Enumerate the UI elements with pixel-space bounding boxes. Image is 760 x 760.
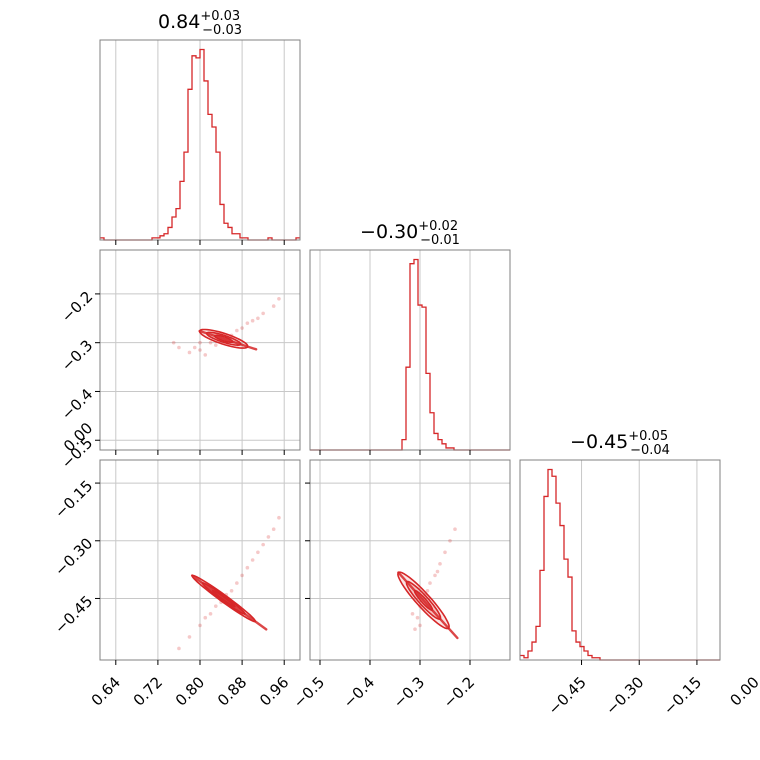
title-value: −0.30 (360, 221, 418, 243)
title-value: −0.45 (570, 431, 628, 453)
scatter-point (245, 565, 250, 570)
panel-frame (309, 459, 511, 661)
panel-p00: 0.84+0.03 −0.03 (99, 9, 301, 245)
scatter-point (425, 588, 430, 593)
scatter-point (261, 542, 265, 547)
title-minus-error: −0.03 (202, 23, 242, 38)
scatter-point (203, 353, 208, 357)
scatter-point (271, 527, 276, 532)
panel-frame (519, 459, 721, 661)
y-tick-label: −0.4 (58, 385, 96, 423)
scatter-point (192, 345, 197, 350)
panel-p11: −0.30+0.02 −0.01 (309, 219, 511, 455)
histogram-step (520, 468, 720, 661)
scatter-point (435, 569, 440, 574)
scatter-point (213, 604, 218, 608)
title-minus-error: −0.04 (630, 443, 670, 458)
title-plus-error: +0.03 (200, 9, 240, 24)
panel-title: −0.45+0.05 −0.04 (570, 429, 670, 458)
scatter-point (261, 311, 265, 316)
x-tick-label: −0.15 (660, 673, 705, 718)
scatter-point (235, 328, 239, 333)
scatter-point (213, 343, 218, 347)
x-tick-label: 0.96 (256, 673, 292, 709)
scatter-point (187, 350, 192, 355)
panel-p21: −0.5 −0.4 −0.3 −0.2 (290, 459, 511, 712)
scatter-point (433, 573, 437, 578)
y-tick-label: −0.45 (51, 592, 96, 637)
scatter-point (256, 550, 260, 555)
scatter-point (229, 588, 234, 593)
scatter-point (271, 304, 276, 308)
scatter-point (250, 558, 255, 562)
scatter-point (415, 615, 420, 620)
scatter-point (428, 581, 432, 585)
y-tick-label: −0.30 (51, 534, 96, 579)
scatter-point (187, 635, 192, 639)
scatter-point (245, 321, 250, 325)
scatter-point (256, 316, 260, 321)
panel-p22: −0.45+0.05 −0.04−0.45 −0.30 −0.15 0.00 (519, 429, 760, 718)
histogram-step (310, 258, 510, 451)
scatter-point (198, 348, 202, 352)
panel-frame (309, 249, 511, 451)
density-ridge (198, 329, 258, 351)
scatter-point (250, 318, 255, 323)
scatter-point (453, 527, 457, 532)
scatter-point (208, 612, 213, 616)
scatter-point (177, 646, 181, 651)
panel-title: 0.84+0.03 −0.03 (158, 9, 242, 38)
scatter-point (277, 296, 281, 301)
x-tick-label: −0.4 (340, 673, 378, 711)
density-ridge (190, 574, 268, 631)
panel-p20: 0.64 0.72 0.80 0.88 0.960.00−0.15−0.30−0.45 (51, 419, 301, 710)
scatter-point (240, 326, 244, 330)
x-tick-label: −0.3 (390, 673, 428, 711)
scatter-point (208, 340, 213, 345)
scatter-point (266, 535, 271, 539)
panel-p10: −0.2−0.3−0.4−0.5 (58, 249, 301, 472)
title-plus-error: +0.05 (628, 429, 668, 444)
title-value: 0.84 (158, 11, 200, 33)
panel-title: −0.30+0.02 −0.01 (360, 219, 460, 248)
scatter-point (413, 627, 417, 632)
scatter-point (438, 562, 442, 566)
x-tick-label: 0.00 (727, 673, 760, 709)
scatter-point (240, 573, 244, 578)
scatter-point (171, 340, 176, 345)
y-tick-label: −0.2 (58, 288, 96, 326)
scatter-point (443, 550, 447, 555)
scatter-point (277, 515, 281, 520)
x-tick-label: 0.80 (172, 673, 208, 709)
x-tick-label: −0.30 (602, 673, 647, 718)
scatter-point (235, 581, 239, 585)
x-tick-label: −0.2 (440, 673, 478, 711)
scatter-point (177, 345, 181, 350)
density-ridge (397, 571, 459, 640)
x-tick-label: 0.88 (214, 673, 250, 709)
scatter-point (203, 615, 208, 620)
title-minus-error: −0.01 (420, 233, 460, 248)
scatter-point (198, 340, 202, 345)
y-tick-label: −0.3 (58, 336, 96, 374)
y-tick-label: −0.15 (51, 477, 96, 522)
scatter-point (418, 623, 422, 628)
x-tick-label: 0.64 (88, 673, 124, 709)
title-plus-error: +0.02 (418, 219, 458, 234)
scatter-point (448, 538, 452, 543)
x-tick-label: −0.45 (545, 673, 590, 718)
x-tick-label: 0.72 (130, 673, 166, 709)
x-tick-label: −0.5 (290, 673, 328, 711)
scatter-point (198, 623, 202, 628)
scatter-point (410, 612, 415, 616)
